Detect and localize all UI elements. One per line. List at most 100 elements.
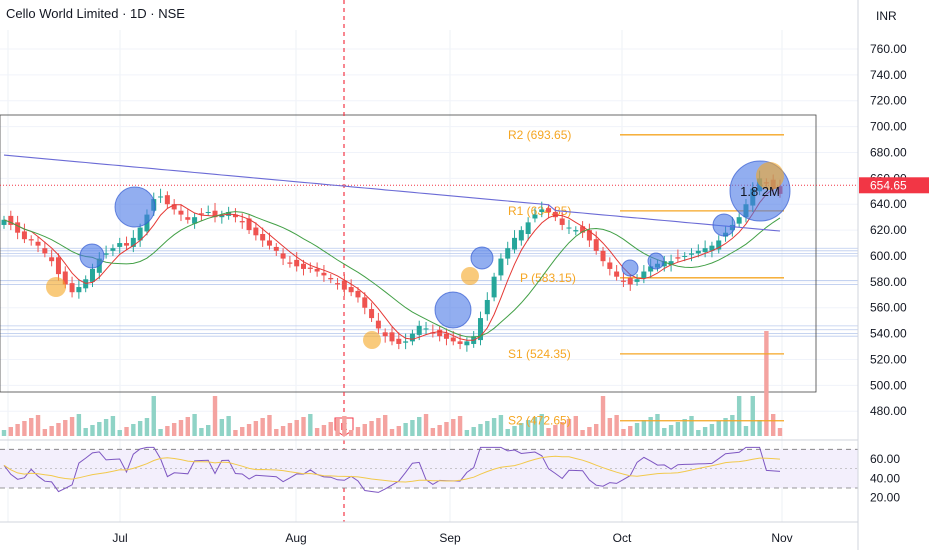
candle xyxy=(49,257,55,262)
volume-bar xyxy=(498,415,504,436)
candle xyxy=(580,226,586,233)
date-tick: Jul xyxy=(112,531,127,545)
candle xyxy=(266,240,272,246)
rsi-tick: 20.00 xyxy=(870,491,900,505)
volume-bar xyxy=(587,427,592,436)
candle xyxy=(566,227,572,229)
candle xyxy=(314,268,320,272)
candle xyxy=(464,341,470,346)
candle xyxy=(552,212,558,218)
candle xyxy=(627,277,633,285)
candle xyxy=(607,262,613,269)
candle xyxy=(335,283,341,285)
volume-bar xyxy=(56,423,61,436)
price-tick: 720.00 xyxy=(870,94,907,108)
last-price-tag xyxy=(859,177,929,194)
price-tick: 500.00 xyxy=(870,378,907,392)
candle xyxy=(117,243,123,247)
volume-bar xyxy=(260,418,265,436)
volume-bar xyxy=(233,430,238,436)
volume-bar xyxy=(76,414,82,436)
volume-bar xyxy=(321,425,327,436)
pivot-box xyxy=(0,114,817,393)
candle xyxy=(661,261,667,267)
candle xyxy=(192,217,198,224)
volume-bar xyxy=(532,417,538,436)
volume-bar xyxy=(15,424,20,436)
candle xyxy=(164,195,170,205)
price-tick: 520.00 xyxy=(870,352,907,366)
volume-bar xyxy=(131,424,136,436)
volume-bar xyxy=(151,396,156,436)
candle xyxy=(505,248,511,259)
date-tick: Nov xyxy=(771,531,792,545)
candle xyxy=(702,248,708,253)
candle xyxy=(341,280,347,290)
volume-bar xyxy=(382,415,388,436)
volume-bar xyxy=(308,414,313,436)
candle xyxy=(287,262,293,264)
candle xyxy=(130,237,136,247)
candle xyxy=(586,230,592,241)
volume-bar xyxy=(675,422,681,436)
volume-bar xyxy=(246,424,252,436)
date-tick: Aug xyxy=(285,531,306,545)
price-tick: 600.00 xyxy=(870,249,907,263)
volume-bar xyxy=(212,396,218,436)
volume-bar xyxy=(355,427,361,436)
volume-bar xyxy=(607,418,613,436)
volume-bar xyxy=(42,429,48,436)
volume-bar xyxy=(178,420,184,436)
volume-bar xyxy=(144,418,150,436)
volume-bar xyxy=(369,421,374,436)
volume-bar xyxy=(253,421,259,436)
volume-bar xyxy=(90,425,95,436)
volume-bar xyxy=(97,422,102,436)
candle xyxy=(477,318,483,341)
volume-bar xyxy=(410,420,415,436)
volume-bars xyxy=(1,331,783,436)
volume-bar xyxy=(192,414,197,436)
volume-bar xyxy=(457,416,463,436)
candle xyxy=(668,261,674,266)
candle xyxy=(362,297,368,308)
volume-bar xyxy=(171,423,177,436)
currency-label[interactable]: INR xyxy=(876,9,897,23)
volume-bar xyxy=(546,428,551,436)
candle xyxy=(76,287,82,293)
candle xyxy=(1,219,7,225)
volume-bar xyxy=(512,426,517,436)
volume-bar xyxy=(451,419,456,436)
candle xyxy=(525,222,531,234)
candle xyxy=(212,210,218,218)
volume-bar xyxy=(63,420,68,436)
candle xyxy=(185,217,191,220)
volume-bar xyxy=(696,430,701,436)
volume-bar xyxy=(348,430,354,436)
volume-bar xyxy=(219,419,225,436)
candle xyxy=(532,214,538,219)
volume-bubble xyxy=(79,243,105,269)
candle xyxy=(450,337,456,342)
candle xyxy=(716,240,722,250)
volume-bar xyxy=(750,396,755,436)
volume-bar xyxy=(301,417,306,436)
candle xyxy=(484,299,490,315)
volume-bar xyxy=(342,416,347,436)
pivot-label: R2 (693.65) xyxy=(508,128,571,142)
candle xyxy=(518,230,524,241)
volume-bar xyxy=(764,331,769,436)
candle xyxy=(689,253,695,255)
volume-bar xyxy=(137,421,143,436)
candle xyxy=(280,253,286,259)
price-tick: 700.00 xyxy=(870,120,907,134)
candle xyxy=(198,213,204,215)
candle xyxy=(675,257,681,259)
volume-bar xyxy=(444,422,449,436)
volume-bar xyxy=(22,421,27,436)
candle xyxy=(539,209,545,213)
volume-bar xyxy=(689,416,694,436)
candle xyxy=(614,271,620,277)
volume-bar xyxy=(655,414,660,436)
